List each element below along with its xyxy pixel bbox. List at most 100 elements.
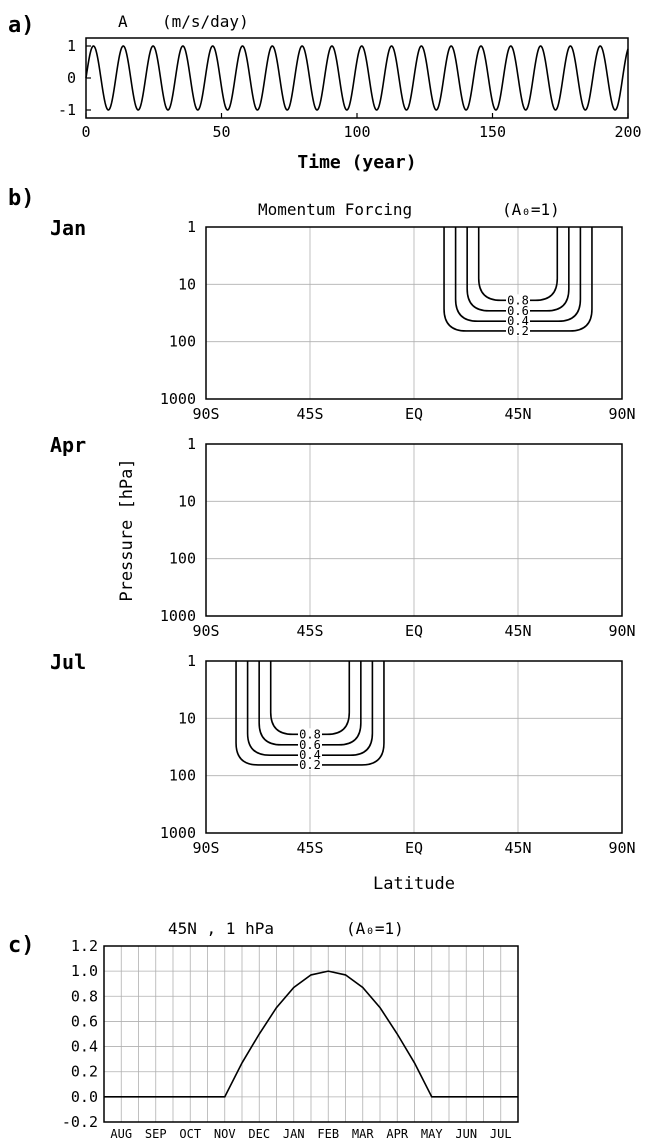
panel-b-xtick-label: 45N (504, 405, 531, 423)
panel-c-xtick-label: MAR (352, 1127, 374, 1141)
panel-b-contour-label: 0.8 (507, 293, 529, 307)
panel-a-sine-chart: A (m/s/day) 0 50 100 150 200 1 0 -1 Time (year) (58, 12, 642, 173)
panel-b-contour-label-bg (298, 758, 322, 770)
panel-b-contour-label-bg (298, 749, 322, 761)
panel-b-ytick-label: 1 (187, 435, 196, 453)
panel-b-title: Momentum Forcing (258, 200, 412, 219)
panel-b-frame (205, 443, 623, 617)
panel-c-xtick-label: NOV (214, 1127, 236, 1141)
panel-c-ytick-label: 0.8 (71, 987, 98, 1005)
panel-b-ytick-label: 100 (169, 550, 196, 568)
panel-b-contour-label-bg (506, 324, 530, 336)
panel-a-ytick-label: -1 (58, 101, 76, 119)
panel-c-xtick-label: AUG (110, 1127, 132, 1141)
panel-c-xtick-label: JUN (455, 1127, 477, 1141)
panel-a-xtick-label: 0 (81, 123, 90, 141)
panel-b-xtick-label: 45S (296, 622, 323, 640)
panel-c-ytick-label: 0.6 (71, 1012, 98, 1030)
panel-b-frame (205, 226, 623, 400)
panel-b-contour-label: 0.6 (299, 738, 321, 752)
panel-c-label: c) (8, 933, 35, 958)
panel-b-ytick-label: 10 (178, 709, 196, 727)
panel-b-ytick-label: 1 (187, 218, 196, 236)
panel-b-ylabel: Pressure [hPa] (117, 458, 137, 601)
panel-b-ytick-label: 10 (178, 492, 196, 510)
panel-b-ytick-label: 10 (178, 275, 196, 293)
panel-a-xtick-label: 50 (212, 123, 230, 141)
panel-c-line-chart: 45N , 1 hPa (A₀=1) -0.2 0.0 0.2 0.4 0.6 0.8 1.… (62, 919, 519, 1141)
panel-c-xtick-label: OCT (179, 1127, 201, 1141)
panel-b-contour-label: 0.4 (507, 314, 529, 328)
panel-b-jul-chart: Jul 90S 45S EQ 45N 90N 1 10 100 1000 0.80.60.40.2 (50, 650, 636, 857)
panel-c-xtick-label: JAN (283, 1127, 305, 1141)
panel-b-ytick-label: 1000 (160, 607, 196, 625)
panel-c-xtick-label: JUL (490, 1127, 512, 1141)
panel-c-ytick-label: 0.0 (71, 1088, 98, 1106)
panel-a-title-unit: (m/s/day) (162, 12, 249, 31)
panel-b-xtick-label: 90N (608, 405, 635, 423)
panel-a-xtick-label: 100 (343, 123, 370, 141)
panel-c-ytick-label: 0.2 (71, 1063, 98, 1081)
panel-b-ytick-label: 1 (187, 652, 196, 670)
panel-b-contour-label-bg (298, 738, 322, 750)
panel-c-title-param: (A₀=1) (346, 919, 404, 938)
panel-a-xtick-label: 150 (479, 123, 506, 141)
panel-c-xtick-label: APR (386, 1127, 408, 1141)
panel-b-ytick-label: 1000 (160, 824, 196, 842)
panel-c-ytick-label: 1.2 (71, 937, 98, 955)
panel-a-ytick-label: 1 (67, 37, 76, 55)
panel-c-xtick-label: FEB (317, 1127, 339, 1141)
panel-b-contour-label: 0.2 (299, 758, 321, 772)
panel-b-xtick-label: 45S (296, 405, 323, 423)
panel-b-apr-chart: Apr 90S 45S EQ 45N 90N 1 10 100 1000 (50, 433, 636, 640)
panel-a-frame (85, 37, 629, 119)
panel-b-ytick-label: 100 (169, 767, 196, 785)
panel-b-contour-label-bg (506, 294, 530, 306)
panel-c-xtick-label: MAY (421, 1127, 443, 1141)
panel-b-month-label: Jul (50, 650, 86, 674)
panel-b-xtick-label: 90N (608, 839, 635, 857)
panel-b-xtick-label: 90N (608, 622, 635, 640)
panel-b-contour-label: 0.2 (507, 324, 529, 338)
panel-c-ytick-label: 0.4 (71, 1038, 98, 1056)
panel-b-jan-chart: Jan 90S 45S EQ 45N 90N 1 10 100 1000 0.80.60.40.2 (50, 216, 636, 423)
panel-b-xtick-label: EQ (405, 839, 423, 857)
panel-c-series-line (104, 970, 518, 1098)
panel-b-contour-label: 0.8 (299, 727, 321, 741)
panel-b-xtick-label: 45N (504, 622, 531, 640)
panel-c-xtick-label: DEC (248, 1127, 270, 1141)
panel-b-contour-label-bg (506, 304, 530, 316)
panel-b-contour-label: 0.4 (299, 748, 321, 762)
panel-b-label: b) (8, 186, 35, 211)
panel-b-month-label: Apr (50, 433, 86, 457)
panel-b-contour-charts: Momentum Forcing (A₀=1) Jan 90S 45S EQ 45N 90… (50, 200, 636, 894)
panel-b-xtick-label: 45N (504, 839, 531, 857)
panel-a-label: a) (8, 13, 35, 38)
panel-b-xtick-label: 90S (192, 839, 219, 857)
panel-a-ytick-label: 0 (67, 69, 76, 87)
panel-b-xtick-label: 90S (192, 405, 219, 423)
panel-b-ytick-label: 100 (169, 333, 196, 351)
panel-a-xlabel: Time (year) (297, 152, 416, 173)
panel-c-title: 45N , 1 hPa (168, 919, 274, 938)
panel-c-frame (103, 945, 519, 1123)
panel-a-xtick-label: 200 (614, 123, 641, 141)
panel-a-series-line (85, 45, 629, 111)
panel-c-ytick-label: -0.2 (62, 1113, 98, 1131)
panel-b-month-label: Jan (50, 216, 86, 240)
panel-c-ytick-label: 1.0 (71, 962, 98, 980)
panel-c-xtick-label: SEP (145, 1127, 167, 1141)
panel-b-xtick-label: EQ (405, 622, 423, 640)
panel-b-title-param: (A₀=1) (502, 200, 560, 219)
panel-b-xlabel: Latitude (373, 874, 455, 894)
panel-a-title: A (118, 12, 128, 31)
panel-b-xtick-label: EQ (405, 405, 423, 423)
panel-b-contour-label-bg (298, 728, 322, 740)
panel-b-xtick-label: 45S (296, 839, 323, 857)
panel-b-contour-label: 0.6 (507, 304, 529, 318)
panel-b-frame (205, 660, 623, 834)
panel-b-ytick-label: 1000 (160, 390, 196, 408)
panel-b-contour-label-bg (506, 315, 530, 327)
panel-b-xtick-label: 90S (192, 622, 219, 640)
